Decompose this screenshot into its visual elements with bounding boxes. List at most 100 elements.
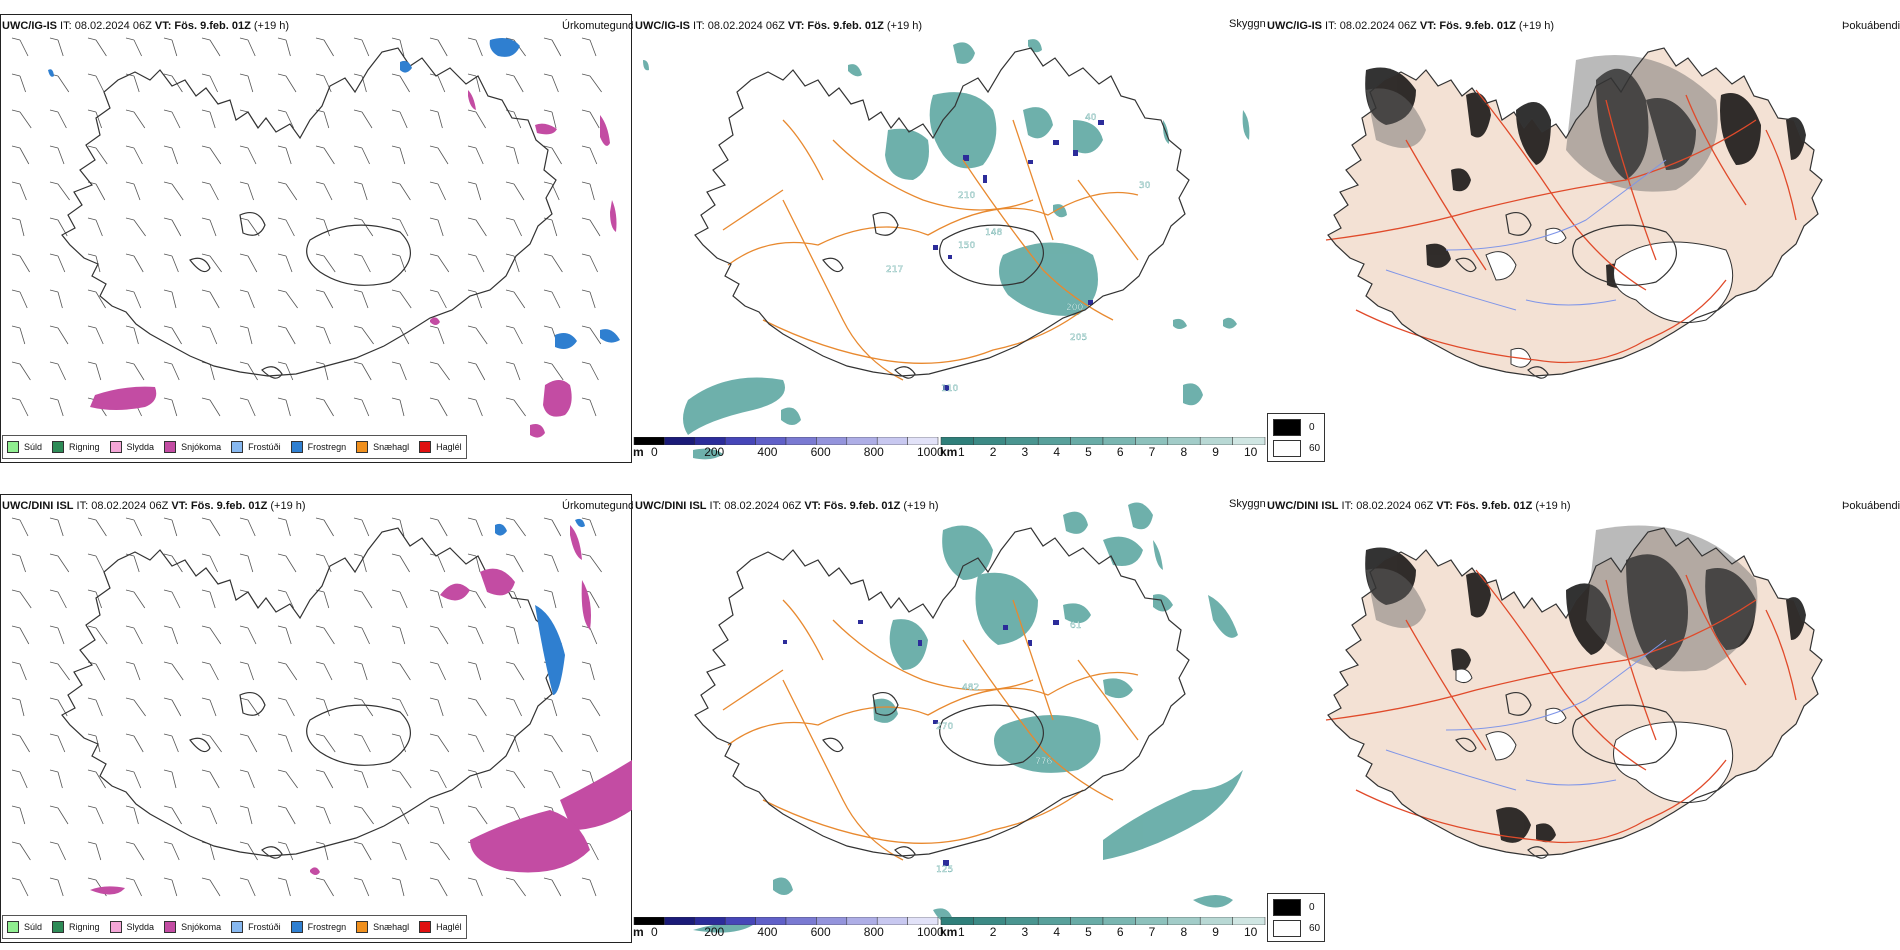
colorbar-swatch: [816, 917, 848, 925]
wind-barb: [353, 325, 374, 345]
wind-barb: [239, 517, 256, 537]
wind-barb: [581, 325, 602, 345]
wind-barb: [543, 217, 558, 237]
colorbar-tick: 1: [958, 925, 965, 939]
colorbar-swatch: [973, 917, 1007, 925]
wind-barb: [87, 553, 105, 573]
wind-barb: [11, 217, 25, 237]
wind-barb: [11, 625, 30, 645]
legend-swatch: [419, 921, 432, 933]
wind-barb: [581, 733, 598, 753]
wind-barb: [467, 877, 483, 897]
colorbar-swatch: [907, 437, 939, 445]
wind-barb: [201, 805, 218, 825]
wind-barb: [201, 661, 219, 681]
wind-barb: [315, 805, 331, 825]
wind-barb: [353, 589, 373, 609]
legend-swatch: [290, 441, 303, 453]
fog-rivers: [1385, 639, 1667, 791]
wind-barb: [581, 145, 598, 165]
valid-time: Fös. 9.feb. 01Z: [171, 20, 251, 32]
lead-time: (+19 h): [250, 20, 290, 32]
wind-barb: [467, 697, 487, 717]
wind-barb: [505, 517, 526, 537]
model-name: UWC/DINI ISL: [1267, 500, 1339, 512]
legend-swatch: [52, 921, 65, 933]
wind-barb: [163, 145, 178, 165]
coastline: [62, 48, 556, 378]
wind-barb: [391, 697, 409, 717]
valid-time: Fös. 9.feb. 01Z: [1436, 20, 1516, 32]
wind-barb: [467, 73, 481, 93]
wind-barb: [543, 877, 562, 897]
wind-barb: [49, 733, 66, 753]
wind-barb: [163, 805, 182, 825]
cloudbase-label: 148: [985, 228, 1002, 238]
wind-barb: [163, 589, 181, 609]
colorbar-swatch: [694, 437, 726, 445]
fog-index-grey: [1366, 55, 1718, 192]
fog-legend-label: 0: [1309, 902, 1315, 913]
iceland-map-precip-top: [11, 37, 620, 438]
glacier-white: [1485, 227, 1734, 368]
legend-swatch: [52, 441, 65, 453]
wind-barb: [315, 145, 335, 165]
wind-barb: [467, 733, 485, 753]
colorbar-tick: 9: [1212, 445, 1219, 459]
wind-barb: [391, 397, 405, 417]
colorbar-swatch: [816, 437, 848, 445]
wind-barb: [315, 289, 334, 309]
wind-barb: [505, 877, 526, 897]
wind-barb: [505, 73, 524, 93]
wind-barb: [239, 769, 255, 789]
fog-legend-swatch: [1273, 440, 1301, 457]
wind-barb: [353, 805, 374, 825]
fog-legend-row: 0: [1273, 899, 1315, 916]
wind-barb: [581, 697, 601, 717]
legend-swatch: [356, 921, 369, 933]
colorbar-swatch: [1070, 437, 1104, 445]
wind-barb: [505, 181, 525, 201]
wind-barb: [467, 517, 483, 537]
legend-item-rigning: Rigning: [52, 921, 100, 933]
colorbar-swatch: [846, 917, 878, 925]
colorbar-swatch: [1135, 917, 1169, 925]
wind-barb: [353, 361, 372, 381]
visibility-colorbar-swatches: [940, 437, 1266, 445]
wind-barb: [391, 625, 406, 645]
colorbar-swatch: [876, 437, 908, 445]
panel-header: UWC/IG-IS IT: 08.02.2024 06Z VT: Fös. 9.…: [2, 20, 289, 32]
wind-barb: [315, 661, 333, 681]
legend-swatch: [231, 921, 244, 933]
wind-barb: [239, 805, 253, 825]
colorbar-tick: 200: [704, 445, 725, 459]
wind-barb: [467, 181, 482, 201]
wind-barb: [201, 769, 220, 789]
wind-barb: [239, 877, 256, 897]
legend-label: Rigning: [69, 442, 100, 452]
wind-barb: [581, 217, 601, 237]
low-visibility-areas: [643, 39, 1250, 460]
legend-swatch: [109, 441, 122, 453]
cloudbase-label: 125: [936, 865, 953, 875]
panel-header: UWC/DINI ISL IT: 08.02.2024 06Z VT: Fös.…: [635, 500, 939, 512]
wind-barb: [467, 661, 482, 681]
wind-barb: [353, 661, 368, 681]
wind-barb: [239, 145, 257, 165]
wind-barb: [277, 625, 292, 645]
road-network: [722, 599, 1139, 861]
colorbar-swatch: [755, 917, 787, 925]
cloud-visibility-panel-top: 210 148 150 217 200 205 110 40 30 UWC/IG-IS IT: …: [633, 0, 1266, 470]
wind-barb: [87, 181, 106, 201]
wind-barb: [391, 589, 408, 609]
wind-barb: [125, 877, 142, 897]
wind-barb: [353, 217, 374, 237]
wind-barb: [429, 109, 443, 129]
wind-barb: [49, 625, 65, 645]
colorbar-swatch: [940, 917, 974, 925]
fog-legend-row: 0: [1273, 419, 1315, 436]
colorbar-swatch: [846, 437, 878, 445]
wind-barb: [201, 733, 222, 753]
wind-barb: [11, 109, 32, 129]
wind-barb: [239, 397, 256, 417]
